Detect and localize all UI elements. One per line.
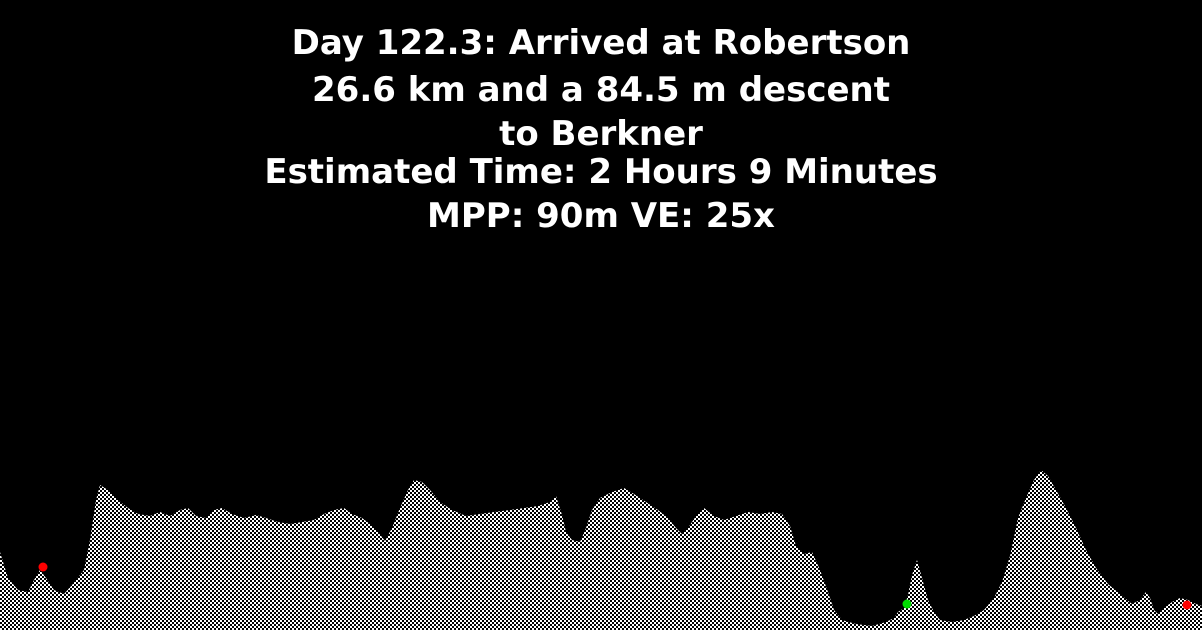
end-marker	[1182, 600, 1192, 610]
caption-destination: to Berkner	[499, 114, 703, 154]
current-position-marker	[902, 599, 912, 609]
caption-distance-descent: 26.6 km and a 84.5 m descent	[312, 70, 890, 110]
caption-estimated-time: Estimated Time: 2 Hours 9 Minutes	[264, 152, 938, 192]
caption-title: Day 122.3: Arrived at Robertson	[291, 23, 911, 63]
caption-scale-info: MPP: 90m VE: 25x	[427, 196, 775, 236]
terrain-silhouette	[0, 470, 1202, 630]
start-marker	[38, 562, 48, 572]
